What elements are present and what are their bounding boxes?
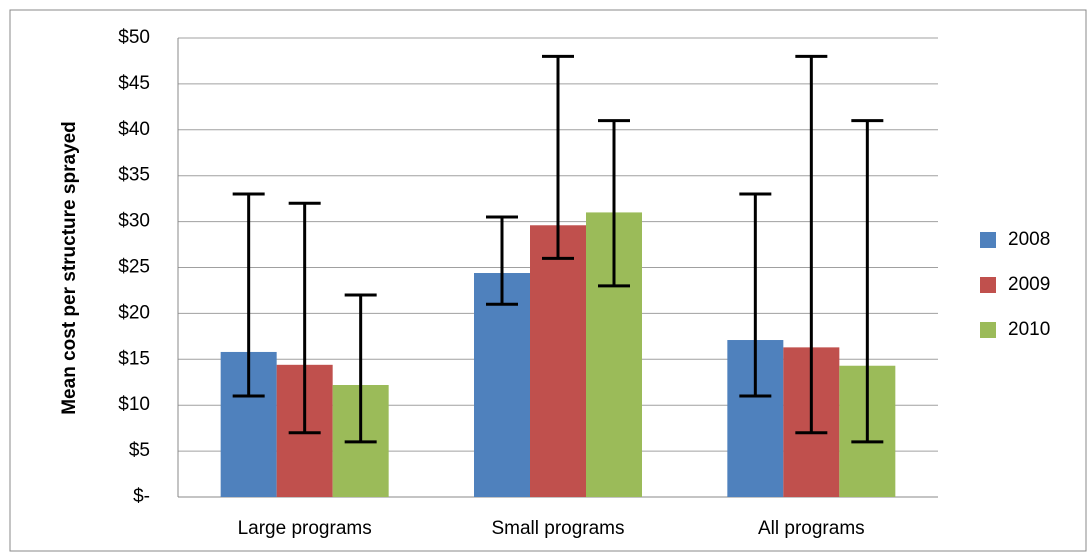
y-tick-label: $5 xyxy=(129,440,150,461)
error-bar xyxy=(739,192,772,398)
y-tick-label: $50 xyxy=(118,27,150,48)
x-tick-label: All programs xyxy=(758,518,865,539)
x-tick-label: Large programs xyxy=(238,518,372,539)
y-tick-label: $10 xyxy=(118,394,150,415)
x-tick-label: Small programs xyxy=(491,518,624,539)
error-bar xyxy=(288,201,321,435)
bar xyxy=(530,225,586,497)
legend-swatch xyxy=(980,322,996,338)
error-bar xyxy=(344,293,377,444)
legend-label: 2008 xyxy=(1008,229,1050,250)
y-tick-label: $35 xyxy=(118,165,150,186)
error-bar xyxy=(851,119,884,444)
y-axis-label: Mean cost per structure sprayed xyxy=(59,121,80,415)
bar xyxy=(474,273,530,497)
y-tick-label: $40 xyxy=(118,119,150,140)
legend-label: 2009 xyxy=(1008,274,1050,295)
error-bar xyxy=(486,215,518,306)
error-bar xyxy=(795,54,828,435)
y-tick-label: $- xyxy=(133,486,150,507)
legend-label: 2010 xyxy=(1008,319,1050,340)
y-tick-label: $15 xyxy=(118,348,150,369)
y-tick-label: $25 xyxy=(118,257,150,278)
error-bar xyxy=(232,192,265,398)
y-tick-label: $20 xyxy=(118,302,150,323)
legend-swatch xyxy=(980,277,996,293)
error-bar xyxy=(542,54,574,260)
legend-swatch xyxy=(980,232,996,248)
error-bar xyxy=(598,119,630,288)
y-tick-label: $45 xyxy=(118,73,150,94)
y-tick-label: $30 xyxy=(118,211,150,232)
